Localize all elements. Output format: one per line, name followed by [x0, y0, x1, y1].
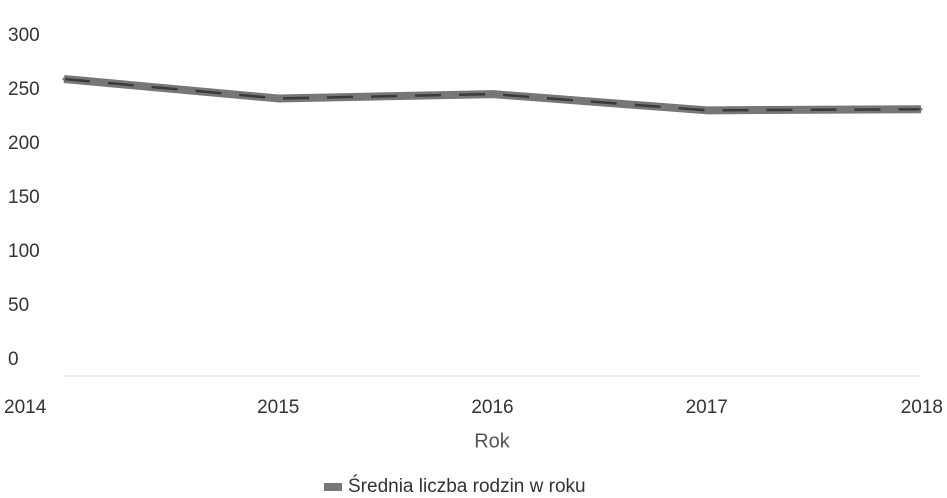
data-point — [62, 77, 66, 81]
y-axis-ticks: 0 50 100 150 200 250 300 — [8, 25, 40, 370]
data-point — [705, 108, 709, 112]
data-point — [276, 96, 280, 100]
y-tick-label: 200 — [8, 133, 40, 154]
x-tick-label: 2014 — [4, 397, 47, 418]
x-tick-label: 2018 — [901, 397, 943, 418]
y-tick-label: 300 — [8, 25, 40, 46]
legend: Średnia liczba rodzin w roku — [324, 475, 586, 497]
x-axis-ticks: 2014 2015 2016 2017 2018 — [4, 397, 943, 418]
x-axis-title: Rok — [474, 430, 511, 452]
y-tick-label: 50 — [8, 295, 29, 316]
y-tick-label: 0 — [8, 349, 19, 370]
data-point — [491, 92, 494, 96]
series-layer — [62, 75, 923, 115]
legend-label: Średnia liczba rodzin w roku — [348, 475, 586, 497]
y-tick-label: 150 — [8, 187, 40, 208]
x-tick-label: 2017 — [686, 397, 728, 418]
x-tick-label: 2016 — [471, 397, 513, 418]
y-tick-label: 250 — [8, 79, 40, 100]
data-point — [919, 107, 923, 111]
legend-swatch — [324, 483, 342, 491]
y-tick-label: 100 — [8, 241, 40, 262]
series-line-dash — [63, 77, 922, 112]
x-tick-label: 2015 — [257, 397, 299, 418]
